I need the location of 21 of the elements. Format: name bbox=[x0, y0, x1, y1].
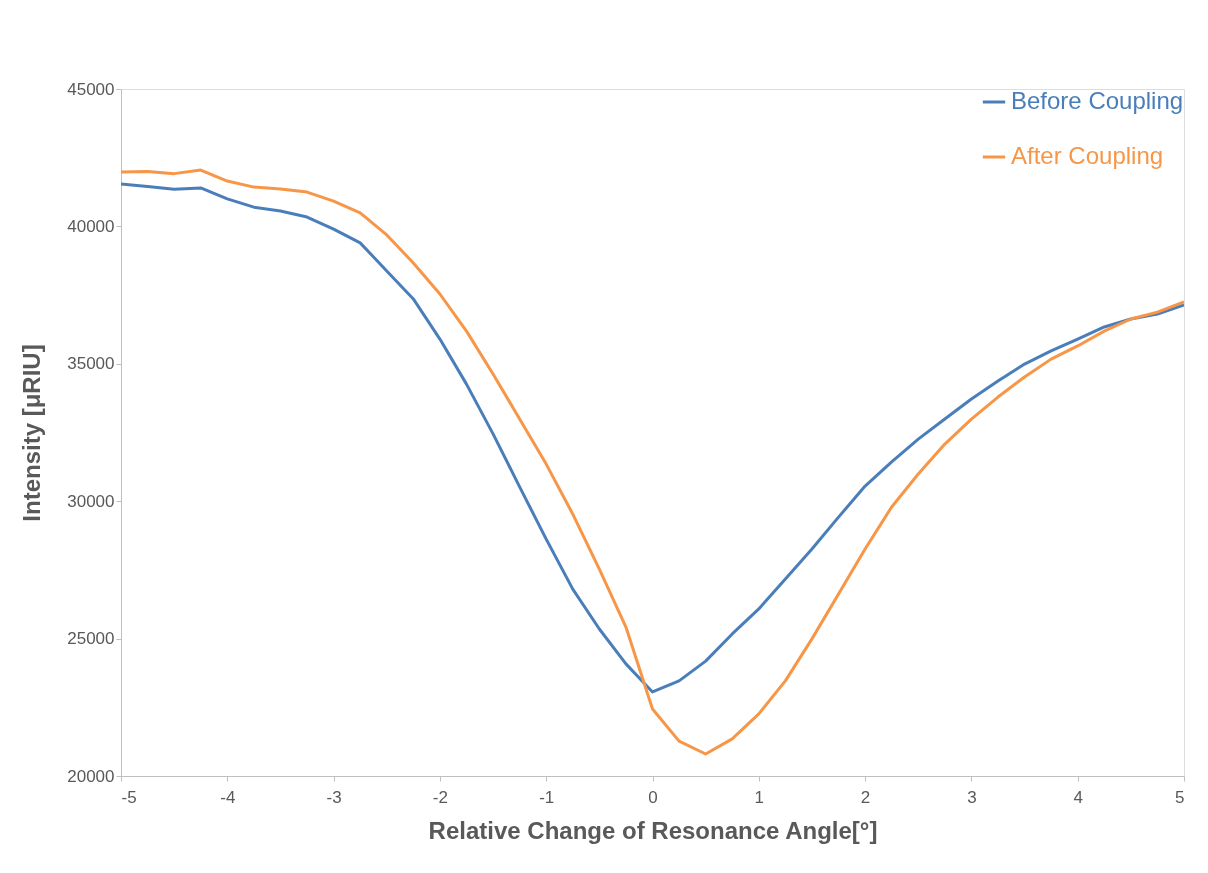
x-tick-label: 0 bbox=[648, 787, 658, 807]
legend-label: After Coupling bbox=[1011, 142, 1164, 169]
y-tick-label: 35000 bbox=[67, 354, 115, 374]
y-tick-label: 20000 bbox=[67, 766, 115, 786]
legend-label: Before Coupling bbox=[1011, 87, 1184, 114]
y-tick-label: 25000 bbox=[67, 629, 115, 649]
x-tick-label: 5 bbox=[1175, 787, 1185, 807]
x-tick-label: -1 bbox=[539, 787, 555, 807]
x-tick-label: -2 bbox=[432, 787, 448, 807]
x-tick-label: 4 bbox=[1073, 787, 1083, 807]
x-tick-label: -3 bbox=[326, 787, 342, 807]
x-tick-label: -5 bbox=[121, 787, 137, 807]
y-tick-label: 30000 bbox=[67, 491, 115, 511]
x-tick-label: -4 bbox=[220, 787, 236, 807]
y-tick-label: 40000 bbox=[67, 216, 115, 236]
x-tick-label: 3 bbox=[967, 787, 977, 807]
x-tick-label: 2 bbox=[860, 787, 871, 807]
y-axis-title: Intensity [μRIU] bbox=[18, 344, 46, 522]
x-tick-label: 1 bbox=[754, 787, 765, 807]
x-axis-title: Relative Change of Resonance Angle[°] bbox=[428, 816, 878, 844]
y-tick-label: 45000 bbox=[67, 79, 115, 99]
